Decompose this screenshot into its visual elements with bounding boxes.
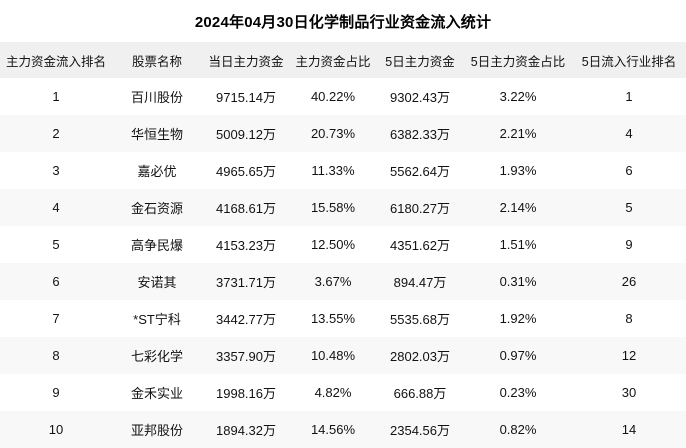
cell-day-main-fund: 3442.77万	[202, 300, 290, 337]
cell-5d-main-fund: 2802.03万	[376, 337, 464, 374]
table-row: 10 亚邦股份 1894.32万 14.56% 2354.56万 0.82% 14	[0, 411, 686, 448]
cell-main-fund-ratio: 15.58%	[290, 189, 376, 226]
cell-5d-main-fund-ratio: 2.14%	[464, 189, 572, 226]
cell-main-fund-ratio: 11.33%	[290, 152, 376, 189]
cell-day-main-fund: 3731.71万	[202, 263, 290, 300]
cell-main-fund-ratio: 12.50%	[290, 226, 376, 263]
cell-5d-main-fund-ratio: 1.92%	[464, 300, 572, 337]
cell-main-fund-ratio: 20.73%	[290, 115, 376, 152]
table-row: 3 嘉必优 4965.65万 11.33% 5562.64万 1.93% 6	[0, 152, 686, 189]
title-bar: 2024年04月30日化学制品行业资金流入统计	[0, 0, 686, 42]
table-row: 6 安诺其 3731.71万 3.67% 894.47万 0.31% 26	[0, 263, 686, 300]
cell-5d-main-fund: 4351.62万	[376, 226, 464, 263]
col-header-5d-industry-rank: 5日流入行业排名	[572, 42, 686, 78]
cell-stock-name: 嘉必优	[112, 152, 202, 189]
col-header-5d-main-fund-ratio: 5日主力资金占比	[464, 42, 572, 78]
cell-day-main-fund: 5009.12万	[202, 115, 290, 152]
table-row: 9 金禾实业 1998.16万 4.82% 666.88万 0.23% 30	[0, 374, 686, 411]
cell-5d-industry-rank: 26	[572, 263, 686, 300]
cell-stock-name: 华恒生物	[112, 115, 202, 152]
cell-5d-main-fund: 666.88万	[376, 374, 464, 411]
cell-main-fund-ratio: 3.67%	[290, 263, 376, 300]
table-body: 1 百川股份 9715.14万 40.22% 9302.43万 3.22% 1 2 华恒生物 5…	[0, 78, 686, 448]
cell-stock-name: 金石资源	[112, 189, 202, 226]
cell-5d-industry-rank: 5	[572, 189, 686, 226]
cell-5d-main-fund-ratio: 0.23%	[464, 374, 572, 411]
page-title: 2024年04月30日化学制品行业资金流入统计	[194, 13, 492, 31]
cell-day-main-fund: 1998.16万	[202, 374, 290, 411]
cell-main-inflow-rank: 9	[0, 374, 112, 411]
fund-inflow-table: 主力资金流入排名 股票名称 当日主力资金 主力资金占比 5日主力资金 5日主力资…	[0, 42, 686, 448]
cell-stock-name: 七彩化学	[112, 337, 202, 374]
cell-5d-main-fund: 894.47万	[376, 263, 464, 300]
cell-main-inflow-rank: 4	[0, 189, 112, 226]
col-header-main-fund-ratio: 主力资金占比	[290, 42, 376, 78]
cell-stock-name: 亚邦股份	[112, 411, 202, 448]
cell-main-inflow-rank: 3	[0, 152, 112, 189]
cell-5d-industry-rank: 30	[572, 374, 686, 411]
cell-day-main-fund: 3357.90万	[202, 337, 290, 374]
col-header-5d-main-fund: 5日主力资金	[376, 42, 464, 78]
cell-main-inflow-rank: 8	[0, 337, 112, 374]
cell-5d-main-fund-ratio: 3.22%	[464, 78, 572, 115]
cell-5d-main-fund: 5535.68万	[376, 300, 464, 337]
cell-main-fund-ratio: 10.48%	[290, 337, 376, 374]
cell-main-fund-ratio: 4.82%	[290, 374, 376, 411]
table-row: 4 金石资源 4168.61万 15.58% 6180.27万 2.14% 5	[0, 189, 686, 226]
col-header-main-inflow-rank: 主力资金流入排名	[0, 42, 112, 78]
cell-5d-industry-rank: 14	[572, 411, 686, 448]
col-header-stock-name: 股票名称	[112, 42, 202, 78]
cell-5d-industry-rank: 12	[572, 337, 686, 374]
col-header-day-main-fund: 当日主力资金	[202, 42, 290, 78]
cell-day-main-fund: 4168.61万	[202, 189, 290, 226]
cell-5d-main-fund: 6180.27万	[376, 189, 464, 226]
cell-5d-main-fund-ratio: 1.93%	[464, 152, 572, 189]
cell-5d-main-fund-ratio: 0.82%	[464, 411, 572, 448]
cell-5d-main-fund: 9302.43万	[376, 78, 464, 115]
cell-5d-industry-rank: 1	[572, 78, 686, 115]
cell-5d-main-fund: 2354.56万	[376, 411, 464, 448]
table-header-row: 主力资金流入排名 股票名称 当日主力资金 主力资金占比 5日主力资金 5日主力资…	[0, 42, 686, 78]
cell-stock-name: *ST宁科	[112, 300, 202, 337]
cell-5d-industry-rank: 4	[572, 115, 686, 152]
cell-5d-main-fund-ratio: 0.31%	[464, 263, 572, 300]
cell-main-fund-ratio: 40.22%	[290, 78, 376, 115]
cell-5d-main-fund: 6382.33万	[376, 115, 464, 152]
table-row: 1 百川股份 9715.14万 40.22% 9302.43万 3.22% 1	[0, 78, 686, 115]
table-row: 7 *ST宁科 3442.77万 13.55% 5535.68万 1.92% 8	[0, 300, 686, 337]
cell-main-inflow-rank: 1	[0, 78, 112, 115]
table-row: 8 七彩化学 3357.90万 10.48% 2802.03万 0.97% 12	[0, 337, 686, 374]
table-row: 2 华恒生物 5009.12万 20.73% 6382.33万 2.21% 4	[0, 115, 686, 152]
cell-stock-name: 百川股份	[112, 78, 202, 115]
cell-main-inflow-rank: 2	[0, 115, 112, 152]
cell-stock-name: 高争民爆	[112, 226, 202, 263]
cell-main-inflow-rank: 6	[0, 263, 112, 300]
table-row: 5 高争民爆 4153.23万 12.50% 4351.62万 1.51% 9	[0, 226, 686, 263]
cell-5d-industry-rank: 6	[572, 152, 686, 189]
cell-day-main-fund: 1894.32万	[202, 411, 290, 448]
cell-stock-name: 安诺其	[112, 263, 202, 300]
cell-5d-main-fund: 5562.64万	[376, 152, 464, 189]
cell-stock-name: 金禾实业	[112, 374, 202, 411]
cell-day-main-fund: 9715.14万	[202, 78, 290, 115]
cell-main-inflow-rank: 7	[0, 300, 112, 337]
cell-day-main-fund: 4965.65万	[202, 152, 290, 189]
cell-5d-main-fund-ratio: 1.51%	[464, 226, 572, 263]
cell-5d-main-fund-ratio: 0.97%	[464, 337, 572, 374]
cell-day-main-fund: 4153.23万	[202, 226, 290, 263]
cell-5d-industry-rank: 9	[572, 226, 686, 263]
cell-main-inflow-rank: 5	[0, 226, 112, 263]
cell-5d-industry-rank: 8	[572, 300, 686, 337]
cell-main-inflow-rank: 10	[0, 411, 112, 448]
cell-5d-main-fund-ratio: 2.21%	[464, 115, 572, 152]
cell-main-fund-ratio: 14.56%	[290, 411, 376, 448]
cell-main-fund-ratio: 13.55%	[290, 300, 376, 337]
